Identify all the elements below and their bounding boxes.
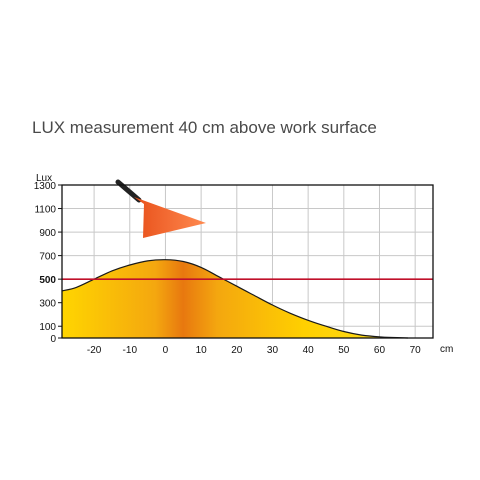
chart-title: LUX measurement 40 cm above work surface [32, 118, 377, 137]
y-tick-label-2: 300 [39, 299, 56, 310]
y-tick-label-3: 500 [39, 275, 56, 286]
x-tick-label-1: -10 [123, 345, 138, 356]
y-tick-label-0: 0 [50, 334, 56, 345]
x-tick-label-8: 60 [374, 345, 386, 356]
lamp-icon [115, 179, 206, 238]
x-tick-label-5: 30 [267, 345, 279, 356]
x-tick-label-0: -20 [87, 345, 102, 356]
y-axis-label: Lux [36, 173, 52, 184]
y-tick-label-4: 700 [39, 252, 56, 263]
x-tick-label-7: 50 [338, 345, 350, 356]
y-tick-label-7: 1300 [34, 181, 57, 192]
x-tick-label-3: 10 [196, 345, 208, 356]
lux-curve-line [61, 259, 409, 339]
y-tick-label-1: 100 [39, 322, 56, 333]
x-tick-label-9: 70 [410, 345, 422, 356]
x-tick-label-2: 0 [163, 345, 169, 356]
y-tick-label-5: 900 [39, 228, 56, 239]
y-tick-label-6: 1100 [34, 205, 56, 216]
plot-frame [61, 184, 434, 339]
x-tick-label-4: 20 [231, 345, 243, 356]
x-axis-unit: cm [440, 344, 453, 355]
x-tick-label-6: 40 [303, 345, 315, 356]
axis-ticks: -20 -10 0 10 20 30 40 50 60 700100300500700900110… [34, 181, 421, 356]
